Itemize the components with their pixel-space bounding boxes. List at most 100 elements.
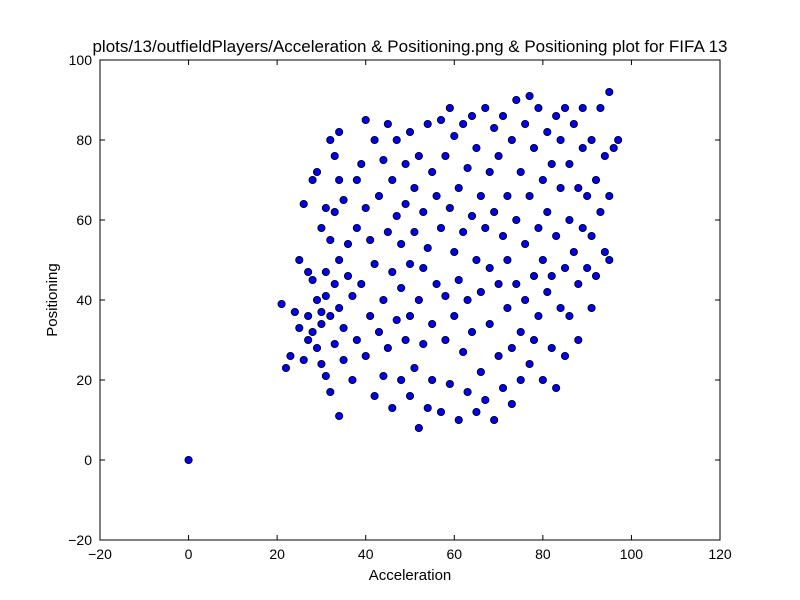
data-point xyxy=(578,223,587,233)
data-point xyxy=(481,223,490,233)
data-point xyxy=(574,183,583,193)
chart-title: plots/13/outfieldPlayers/Acceleration & … xyxy=(92,37,727,56)
data-point xyxy=(481,395,490,405)
data-point xyxy=(423,243,432,253)
data-point xyxy=(454,275,463,285)
data-point xyxy=(326,135,335,145)
data-point xyxy=(379,371,388,381)
data-point xyxy=(525,91,534,101)
data-point xyxy=(312,343,322,353)
data-point xyxy=(591,271,601,281)
data-point xyxy=(596,207,605,217)
data-point xyxy=(405,127,415,137)
data-point xyxy=(503,191,512,201)
data-point xyxy=(521,239,530,249)
data-point xyxy=(326,387,335,397)
data-point xyxy=(330,339,339,349)
x-tick-label: 80 xyxy=(535,546,551,562)
data-point xyxy=(552,383,561,393)
data-point xyxy=(419,207,428,217)
data-point xyxy=(428,319,437,329)
data-point xyxy=(335,175,344,185)
data-point xyxy=(414,423,423,433)
data-point xyxy=(361,115,370,125)
data-point xyxy=(552,231,561,241)
data-point xyxy=(543,207,552,217)
data-point xyxy=(370,135,379,145)
data-point xyxy=(317,319,326,329)
data-point xyxy=(374,327,384,337)
data-point xyxy=(330,151,339,161)
data-point xyxy=(277,299,286,309)
data-point xyxy=(286,351,295,361)
data-point xyxy=(529,271,539,281)
data-point xyxy=(317,359,326,369)
data-point xyxy=(299,355,308,365)
x-tick-label: −20 xyxy=(88,546,112,562)
data-point xyxy=(490,415,499,425)
data-point xyxy=(556,183,565,193)
data-point xyxy=(534,311,543,321)
data-point xyxy=(352,335,361,345)
data-point xyxy=(538,375,547,385)
data-point xyxy=(516,327,525,337)
data-point xyxy=(490,207,499,217)
y-tick-label: 100 xyxy=(69,52,93,68)
x-tick-label: 60 xyxy=(446,546,462,562)
data-point xyxy=(321,371,330,381)
data-point xyxy=(605,87,614,97)
data-point xyxy=(587,231,596,241)
data-point xyxy=(525,359,534,369)
data-point xyxy=(321,203,330,213)
data-point xyxy=(498,383,508,393)
data-point xyxy=(547,159,556,169)
data-point xyxy=(538,255,547,265)
data-point xyxy=(534,103,543,113)
data-point xyxy=(326,311,335,321)
points-layer xyxy=(184,87,623,465)
data-point xyxy=(463,387,472,397)
data-point xyxy=(428,167,437,177)
data-point xyxy=(312,295,322,305)
data-point xyxy=(401,199,410,209)
data-point xyxy=(578,143,587,153)
data-point xyxy=(454,183,463,193)
data-point xyxy=(591,175,601,185)
data-point xyxy=(436,223,446,233)
data-point xyxy=(605,255,614,265)
data-point xyxy=(441,151,450,161)
y-tick-label: 40 xyxy=(76,292,92,308)
data-point xyxy=(441,291,450,301)
x-tick-label: 120 xyxy=(708,546,732,562)
y-tick-label: 0 xyxy=(84,452,92,468)
data-point xyxy=(521,119,530,129)
data-point xyxy=(388,267,397,277)
data-point xyxy=(335,411,344,421)
data-point xyxy=(357,159,366,169)
data-point xyxy=(459,347,468,357)
data-point xyxy=(476,287,485,297)
data-point xyxy=(560,263,570,273)
data-point xyxy=(392,315,401,325)
data-point xyxy=(547,343,556,353)
data-point xyxy=(423,403,432,413)
data-point xyxy=(436,407,446,417)
data-point xyxy=(405,311,415,321)
data-point xyxy=(463,163,472,173)
y-tick-label: 80 xyxy=(76,132,92,148)
data-point xyxy=(450,131,459,141)
data-point xyxy=(304,311,313,321)
data-point xyxy=(454,415,463,425)
data-point xyxy=(485,319,494,329)
data-point xyxy=(600,247,609,257)
data-point xyxy=(383,119,392,129)
data-point xyxy=(348,291,357,301)
data-point xyxy=(405,391,415,401)
data-point xyxy=(583,191,592,201)
data-point xyxy=(428,375,437,385)
data-point xyxy=(357,279,366,289)
data-point xyxy=(498,231,508,241)
data-point xyxy=(348,375,357,385)
data-point xyxy=(397,239,406,249)
